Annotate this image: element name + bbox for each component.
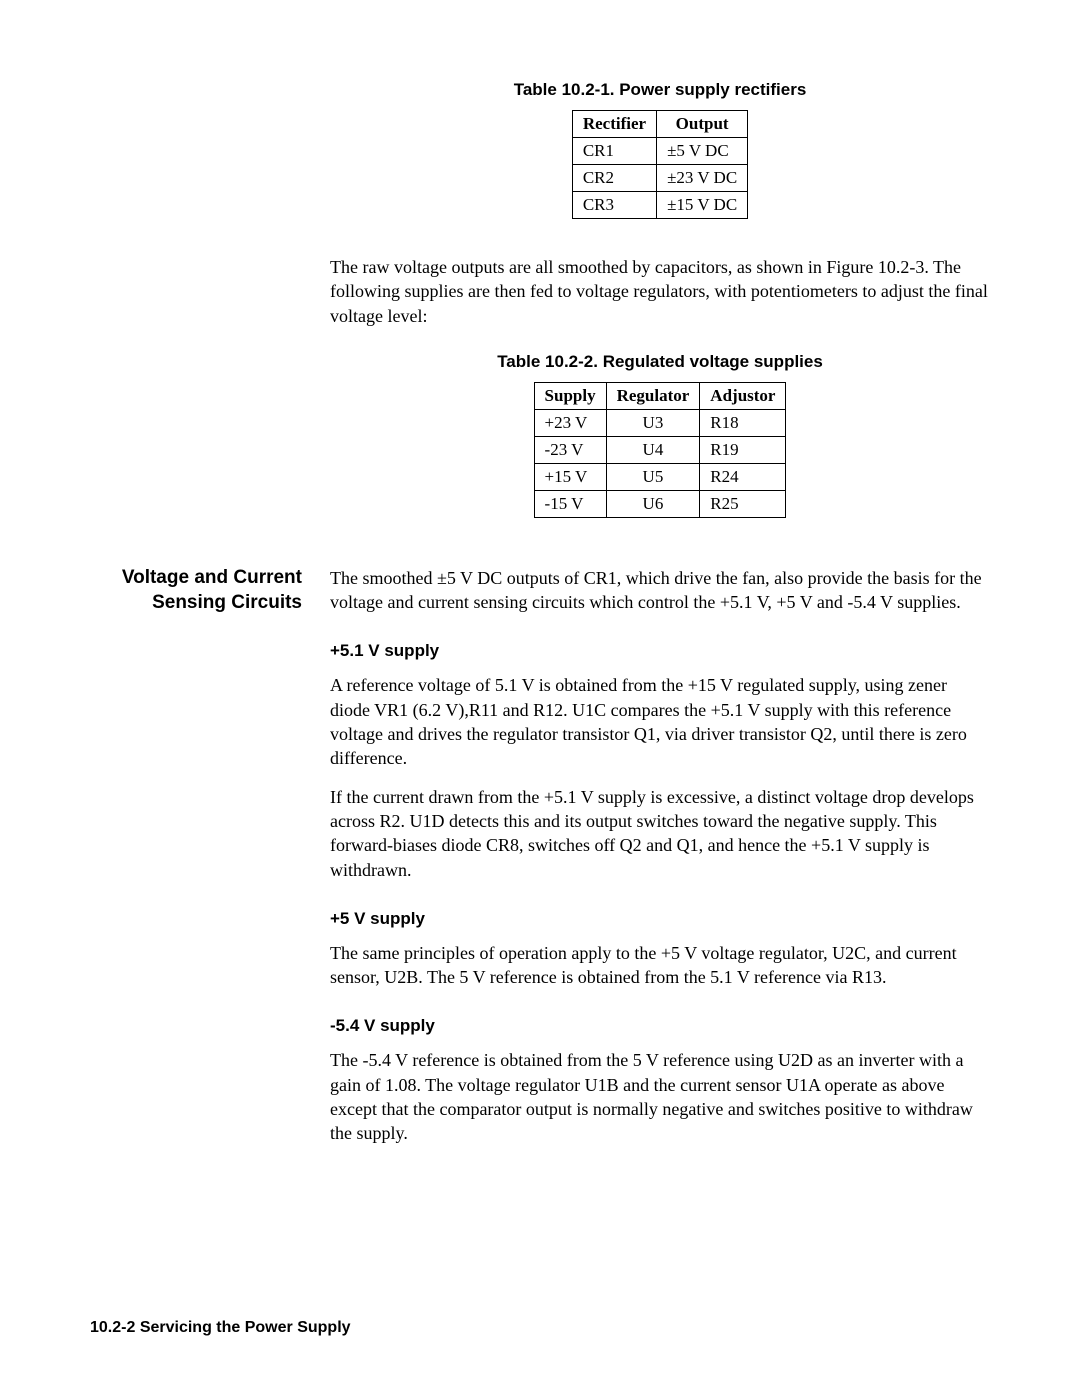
cell: U5 xyxy=(606,463,700,490)
heading-line2: Sensing Circuits xyxy=(152,592,302,613)
table-row: CR1 ±5 V DC xyxy=(572,138,747,165)
table1-title: Table 10.2-1. Power supply rectifiers xyxy=(330,80,990,100)
cell: R25 xyxy=(700,490,786,517)
sub2-p1: The same principles of operation apply t… xyxy=(330,941,990,990)
sub1-p1: A reference voltage of 5.1 V is obtained… xyxy=(330,673,990,770)
col-adjustor: Adjustor xyxy=(700,382,786,409)
table-row: CR3 ±15 V DC xyxy=(572,192,747,219)
intro-paragraph: The raw voltage outputs are all smoothed… xyxy=(330,255,990,328)
cell: R18 xyxy=(700,409,786,436)
sub3-p1: The -5.4 V reference is obtained from th… xyxy=(330,1048,990,1145)
cell: CR3 xyxy=(572,192,656,219)
cell: R24 xyxy=(700,463,786,490)
cell: ±5 V DC xyxy=(657,138,748,165)
sub2-heading: +5 V supply xyxy=(330,908,990,931)
regulated-supplies-table: Supply Regulator Adjustor +23 V U3 R18 -… xyxy=(534,382,787,518)
section-heading: Voltage and Current Sensing Circuits xyxy=(90,566,330,615)
table2-title: Table 10.2-2. Regulated voltage supplies xyxy=(330,352,990,372)
table-header-row: Rectifier Output xyxy=(572,111,747,138)
table-row: +23 V U3 R18 xyxy=(534,409,786,436)
cell: U3 xyxy=(606,409,700,436)
cell: CR1 xyxy=(572,138,656,165)
rectifiers-table: Rectifier Output CR1 ±5 V DC CR2 ±23 V D… xyxy=(572,110,748,219)
cell: +23 V xyxy=(534,409,606,436)
col-output: Output xyxy=(657,111,748,138)
table-header-row: Supply Regulator Adjustor xyxy=(534,382,786,409)
sub3-heading: -5.4 V supply xyxy=(330,1015,990,1038)
cell: ±15 V DC xyxy=(657,192,748,219)
cell: +15 V xyxy=(534,463,606,490)
table-row: CR2 ±23 V DC xyxy=(572,165,747,192)
table-row: -15 V U6 R25 xyxy=(534,490,786,517)
cell: ±23 V DC xyxy=(657,165,748,192)
col-rectifier: Rectifier xyxy=(572,111,656,138)
table-row: -23 V U4 R19 xyxy=(534,436,786,463)
cell: U6 xyxy=(606,490,700,517)
cell: -15 V xyxy=(534,490,606,517)
cell: U4 xyxy=(606,436,700,463)
sub1-heading: +5.1 V supply xyxy=(330,640,990,663)
cell: -23 V xyxy=(534,436,606,463)
table-row: +15 V U5 R24 xyxy=(534,463,786,490)
section-intro: The smoothed ±5 V DC outputs of CR1, whi… xyxy=(330,566,990,615)
cell: R19 xyxy=(700,436,786,463)
cell: CR2 xyxy=(572,165,656,192)
col-regulator: Regulator xyxy=(606,382,700,409)
heading-line1: Voltage and Current xyxy=(122,567,302,588)
col-supply: Supply xyxy=(534,382,606,409)
page-footer: 10.2-2 Servicing the Power Supply xyxy=(90,1319,351,1337)
sub1-p2: If the current drawn from the +5.1 V sup… xyxy=(330,785,990,882)
